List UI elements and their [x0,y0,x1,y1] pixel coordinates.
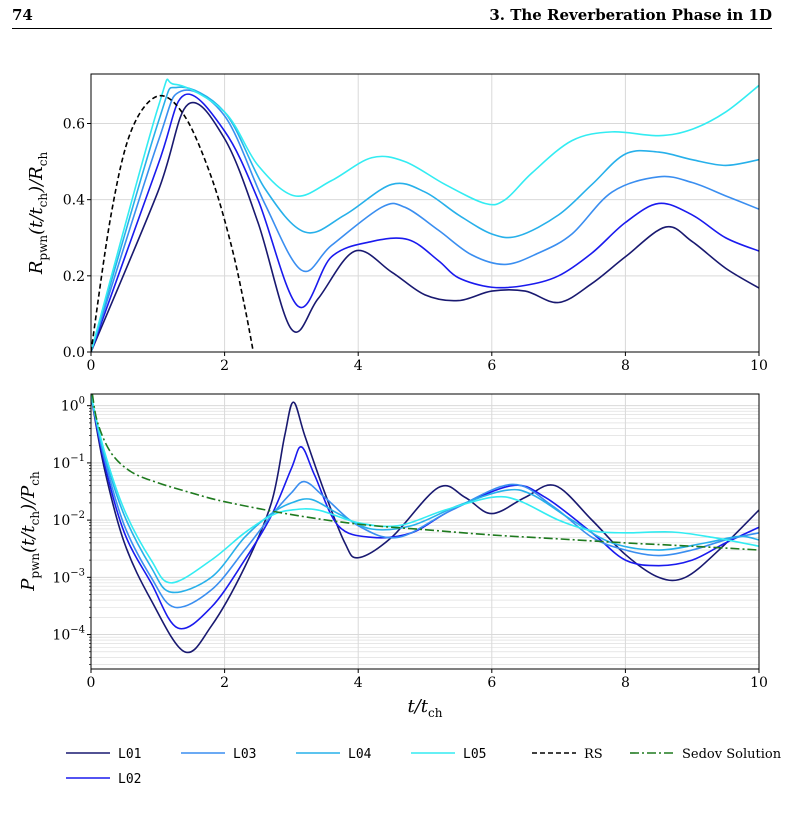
y-tick-label: 0.4 [63,193,85,209]
legend-label-l04: L04 [348,747,372,762]
series-line-l04 [91,395,759,594]
legend: L01 L03 L04 L05 RS Sedov Solution L02 [66,747,782,787]
series-line-sedov-solution [91,394,759,551]
chapter-title: 3. The Reverberation Phase in 1D [489,6,772,24]
x-tick-label: 10 [750,358,768,374]
legend-label-l01: L01 [118,747,141,762]
x-tick-label: 0 [87,358,96,374]
series-line-l01 [91,395,759,654]
y-tick-label: 10−4 [52,625,85,644]
x-tick-label: 6 [487,675,496,691]
grid-lines [91,394,759,669]
series-line-rs [91,94,255,352]
legend-label-l03: L03 [233,747,256,762]
series-line-l01 [91,101,759,352]
series-group [91,394,759,654]
series-group [91,78,759,352]
y-axis-label-bottom: Ppwn(t/tch)/Pch [18,471,42,592]
page-header: 74 3. The Reverberation Phase in 1D [0,0,802,30]
series-line-l02 [91,395,759,630]
x-tick-label: 2 [220,358,229,374]
bottom-chart: 0 2 4 6 8 10 100 10−1 10−2 10−3 10−4 Ppwn(t/tch)/Pc… [18,393,768,720]
y-tick-label: 10−1 [52,453,85,472]
legend-label-sedov: Sedov Solution [682,747,782,762]
x-tick-label: 2 [220,675,229,691]
x-tick-label: 6 [487,358,496,374]
legend-label-rs: RS [584,747,603,762]
y-tick-label: 0.2 [63,269,85,285]
x-axis-label: t/tch [408,696,443,720]
series-line-l05 [91,395,759,584]
top-chart: 0 2 4 6 8 10 0.0 0.2 0.4 0.6 Rpwn(t/tch)/Rch [26,73,768,374]
legend-label-l05: L05 [463,747,486,762]
y-axis-label-top: Rpwn(t/tch)/Rch [26,152,50,276]
grid-lines [91,74,759,352]
axes-frame [90,73,760,353]
legend-label-l02: L02 [118,772,141,787]
series-line-l05 [91,78,759,352]
y-tick-label: 10−3 [52,567,85,586]
y-tick-label: 0.0 [63,345,85,361]
page-number: 74 [12,6,33,24]
x-tick-label: 4 [354,358,363,374]
x-tick-label: 0 [87,675,96,691]
axes-frame [90,393,760,670]
x-tick-label: 8 [621,358,630,374]
y-tick-label: 100 [61,396,85,415]
x-tick-label: 4 [354,675,363,691]
y-tick-label: 0.6 [63,117,85,133]
header-rule [12,28,772,29]
x-tick-label: 8 [621,675,630,691]
series-line-l02 [91,93,759,352]
x-tick-label: 10 [750,675,768,691]
series-line-l03 [91,395,759,609]
y-tick-label: 10−2 [52,510,85,529]
